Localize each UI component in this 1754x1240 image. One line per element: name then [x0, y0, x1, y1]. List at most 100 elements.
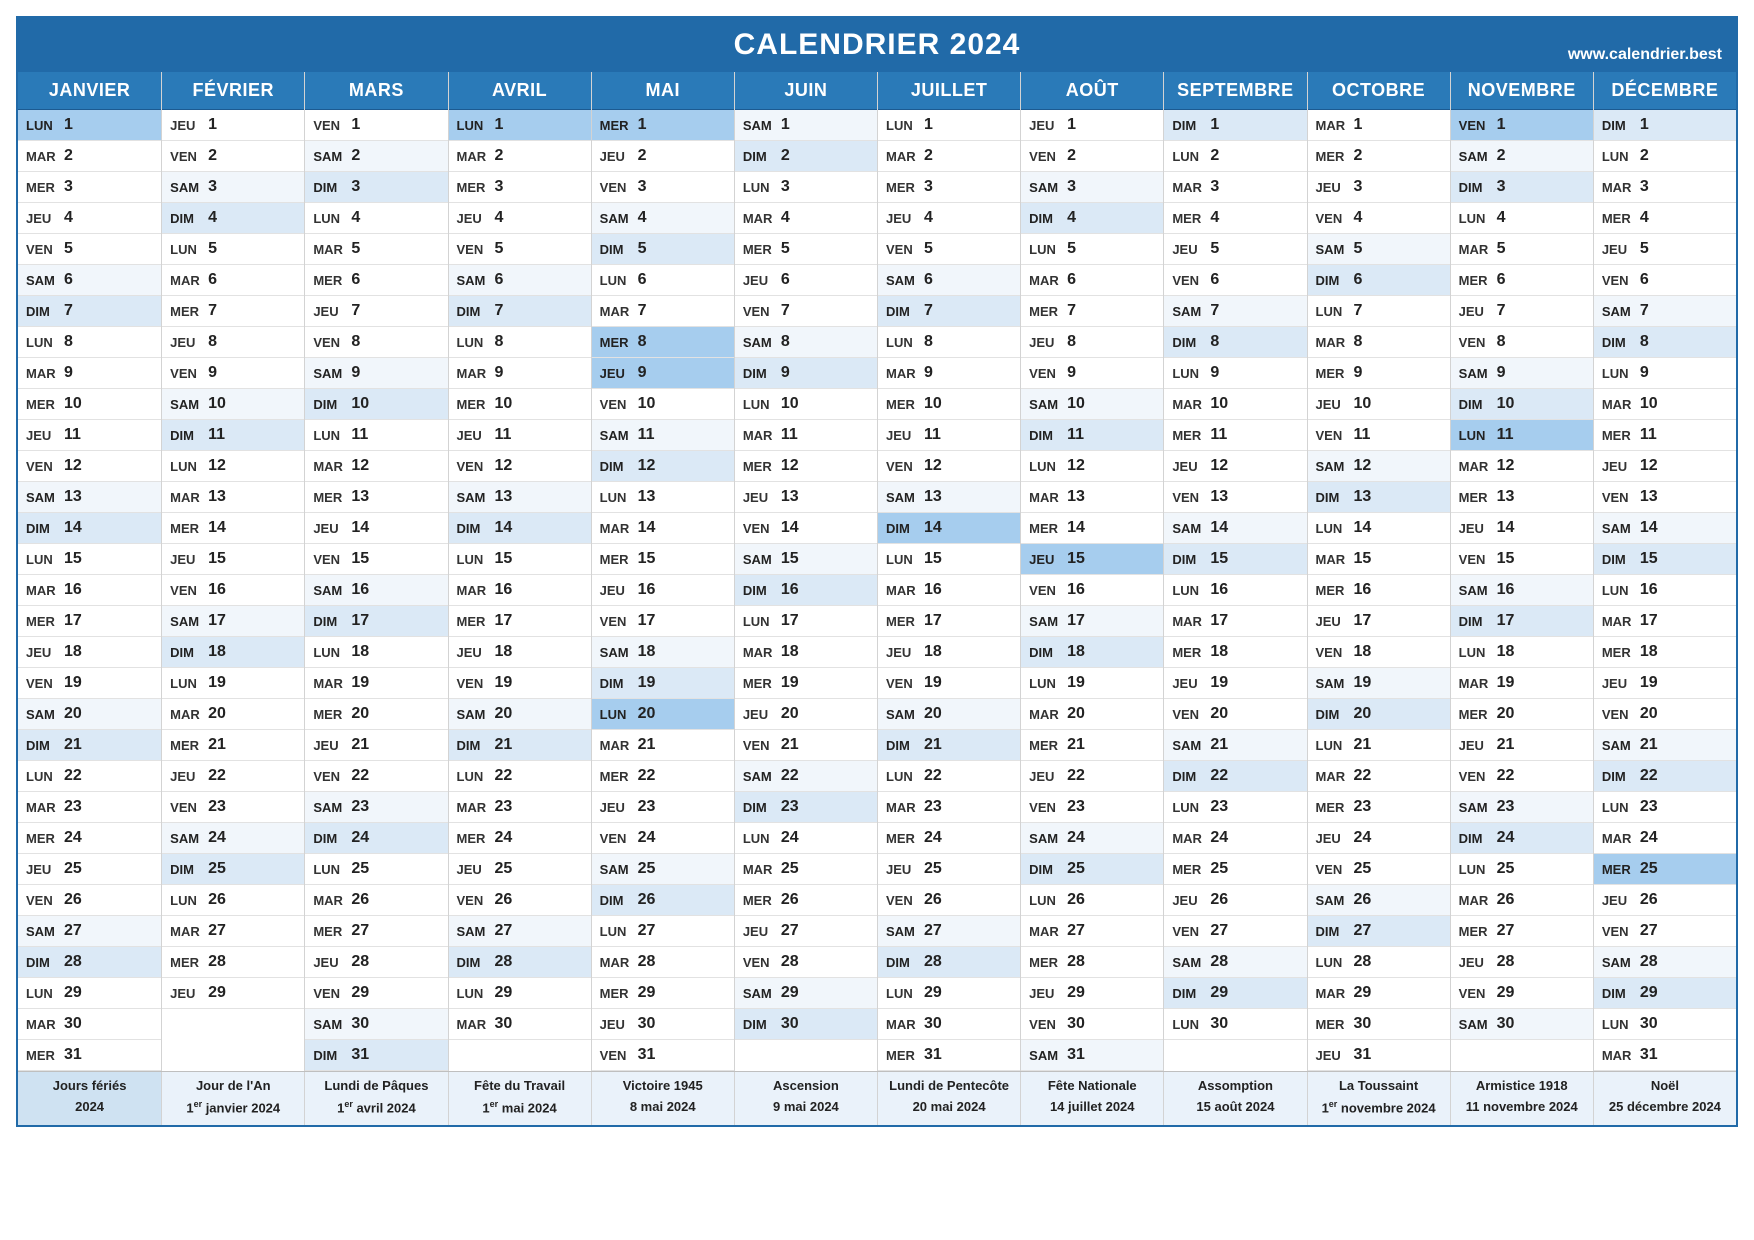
day-number: 15 [924, 550, 942, 568]
day-of-week-label: VEN [1459, 986, 1497, 1001]
day-of-week-label: MER [1316, 583, 1354, 598]
month-header: JUILLET [878, 72, 1020, 110]
day-of-week-label: VEN [1316, 645, 1354, 660]
day-cell: DIM14 [449, 513, 591, 544]
day-number: 25 [1640, 860, 1658, 878]
day-cell: VEN23 [162, 792, 304, 823]
day-cell: MER27 [305, 916, 447, 947]
day-cell: MER1 [592, 110, 734, 141]
day-of-week-label: MER [1602, 645, 1640, 660]
footer-holiday-date: 8 mai 2024 [596, 1099, 730, 1114]
day-number: 12 [1067, 457, 1085, 475]
day-cell: DIM8 [1164, 327, 1306, 358]
day-of-week-label: MER [457, 614, 495, 629]
day-of-week-label: SAM [170, 831, 208, 846]
day-of-week-label: MAR [457, 366, 495, 381]
day-number: 28 [1640, 953, 1658, 971]
day-cell: MAR24 [1594, 823, 1736, 854]
day-cell: DIM7 [18, 296, 161, 327]
day-number: 4 [638, 209, 647, 227]
day-number: 11 [351, 426, 368, 444]
day-cell: MER13 [1451, 482, 1593, 513]
day-cell: MAR2 [449, 141, 591, 172]
day-of-week-label: DIM [1316, 924, 1354, 939]
day-of-week-label: JEU [26, 862, 64, 877]
day-cell: MAR13 [162, 482, 304, 513]
day-cell: MER10 [878, 389, 1020, 420]
day-of-week-label: LUN [1029, 893, 1067, 908]
day-of-week-label: JEU [1459, 304, 1497, 319]
day-of-week-label: JEU [1172, 676, 1210, 691]
footer-holiday-date: 1er novembre 2024 [1312, 1099, 1446, 1115]
day-number: 18 [495, 643, 513, 661]
day-of-week-label: SAM [170, 180, 208, 195]
day-of-week-label: LUN [26, 552, 64, 567]
day-of-week-label: MER [26, 1048, 64, 1063]
day-number: 26 [781, 891, 799, 909]
day-of-week-label: DIM [1602, 118, 1640, 133]
day-of-week-label: SAM [1602, 955, 1640, 970]
day-cell: LUN4 [305, 203, 447, 234]
day-number: 23 [351, 798, 369, 816]
day-cell: SAM13 [449, 482, 591, 513]
day-number: 26 [495, 891, 513, 909]
day-of-week-label: SAM [1029, 1048, 1067, 1063]
day-number: 19 [924, 674, 942, 692]
day-cell: SAM25 [592, 854, 734, 885]
day-of-week-label: DIM [886, 304, 924, 319]
day-number: 25 [495, 860, 513, 878]
day-cell: MAR7 [592, 296, 734, 327]
day-of-week-label: LUN [1316, 955, 1354, 970]
day-cell-empty [162, 1009, 304, 1040]
day-cell: SAM27 [878, 916, 1020, 947]
month-header: JUIN [735, 72, 877, 110]
day-cell: MER18 [1594, 637, 1736, 668]
day-number: 3 [1067, 178, 1076, 196]
day-of-week-label: VEN [313, 769, 351, 784]
footer-holiday-name: Jour de l'An [166, 1078, 300, 1093]
day-cell: VEN3 [592, 172, 734, 203]
day-cell: VEN29 [1451, 978, 1593, 1009]
day-cell: LUN8 [449, 327, 591, 358]
day-number: 15 [1067, 550, 1085, 568]
day-number: 12 [495, 457, 513, 475]
day-cell: MAR26 [1451, 885, 1593, 916]
day-of-week-label: JEU [1602, 242, 1640, 257]
day-of-week-label: VEN [1029, 800, 1067, 815]
day-cell: MAR20 [1021, 699, 1163, 730]
day-of-week-label: SAM [886, 490, 924, 505]
day-number: 31 [351, 1046, 369, 1064]
day-cell: MAR19 [305, 668, 447, 699]
day-of-week-label: DIM [886, 738, 924, 753]
day-of-week-label: JEU [1602, 676, 1640, 691]
day-cell: SAM17 [1021, 606, 1163, 637]
day-number: 17 [1067, 612, 1085, 630]
day-number: 6 [1354, 271, 1363, 289]
day-number: 28 [781, 953, 799, 971]
day-cell: VEN30 [1021, 1009, 1163, 1040]
day-number: 5 [495, 240, 504, 258]
day-cell: LUN10 [735, 389, 877, 420]
day-number: 14 [1210, 519, 1228, 537]
day-of-week-label: LUN [1029, 242, 1067, 257]
day-cell: JEU5 [1594, 234, 1736, 265]
day-of-week-label: MER [1172, 645, 1210, 660]
day-cell: MAR3 [1594, 172, 1736, 203]
day-of-week-label: SAM [26, 273, 64, 288]
day-number: 1 [924, 116, 933, 134]
day-number: 2 [1210, 147, 1219, 165]
month-column: FÉVRIERJEU1VEN2SAM3DIM4LUN5MAR6MER7JEU8V… [161, 72, 304, 1071]
day-cell: SAM24 [1021, 823, 1163, 854]
day-number: 17 [1210, 612, 1228, 630]
day-cell: MAR9 [18, 358, 161, 389]
day-cell: MER7 [162, 296, 304, 327]
day-cell: MAR17 [1594, 606, 1736, 637]
day-cell: JEU9 [592, 358, 734, 389]
day-of-week-label: MER [1602, 211, 1640, 226]
day-number: 28 [351, 953, 369, 971]
day-of-week-label: MAR [1316, 769, 1354, 784]
day-of-week-label: MAR [457, 149, 495, 164]
day-cell: DIM3 [305, 172, 447, 203]
day-number: 9 [1497, 364, 1506, 382]
day-of-week-label: VEN [26, 459, 64, 474]
